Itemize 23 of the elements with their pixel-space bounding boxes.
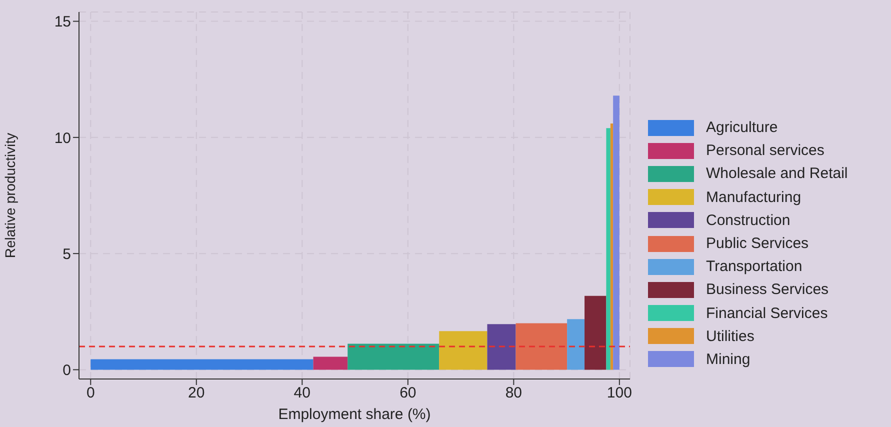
- y-tick-label: 5: [62, 246, 71, 263]
- legend-label: Agriculture: [706, 119, 778, 136]
- x-axis-title: Employment share (%): [278, 406, 431, 423]
- legend-label: Wholesale and Retail: [706, 165, 848, 182]
- x-tick-label: 60: [400, 384, 416, 402]
- x-tick-label: 100: [606, 384, 632, 402]
- x-tick-label: 80: [505, 384, 522, 402]
- y-tick-label: 15: [54, 14, 71, 31]
- x-tick-label: 20: [188, 384, 205, 402]
- y-axis-title: Relative productivity: [2, 132, 18, 258]
- legend-label: Mining: [706, 350, 750, 368]
- x-tick-label: 40: [294, 384, 310, 402]
- legend-label: Utilities: [706, 328, 754, 345]
- y-tick-label: 10: [54, 130, 71, 147]
- legend-label: Construction: [706, 212, 790, 229]
- legend-label: Transportation: [706, 258, 802, 276]
- legend-label: Public Services: [706, 235, 809, 252]
- x-tick-label: 0: [86, 384, 95, 402]
- legend-label: Personal services: [706, 142, 824, 160]
- legend-label: Manufacturing: [706, 188, 802, 206]
- legend-label: Business Services: [706, 281, 829, 298]
- y-tick-label: 0: [62, 362, 71, 380]
- legend-label: Financial Services: [706, 304, 828, 322]
